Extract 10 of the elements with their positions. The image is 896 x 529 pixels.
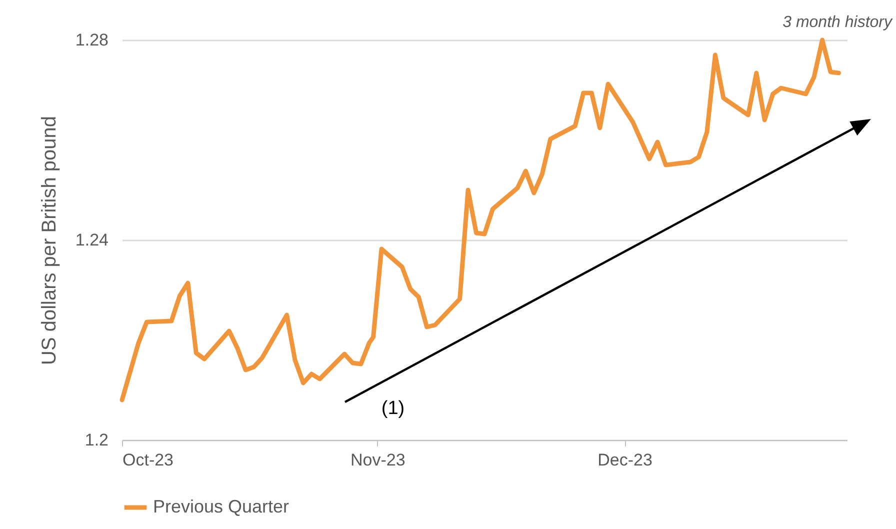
y-tick-label: 1.24 [75, 230, 108, 250]
legend-label: Previous Quarter [153, 496, 290, 516]
y-axis-title: US dollars per British pound [38, 116, 60, 366]
y-tick-label: 1.28 [75, 30, 108, 50]
text: 3 month history [782, 14, 893, 31]
x-tick-label: Nov-23 [350, 450, 406, 470]
x-tick-label: Oct-23 [122, 450, 174, 470]
y-tick-label: 1.2 [84, 430, 108, 450]
x-tick-label: Dec-23 [598, 450, 652, 470]
annotation: (1) [381, 398, 405, 419]
